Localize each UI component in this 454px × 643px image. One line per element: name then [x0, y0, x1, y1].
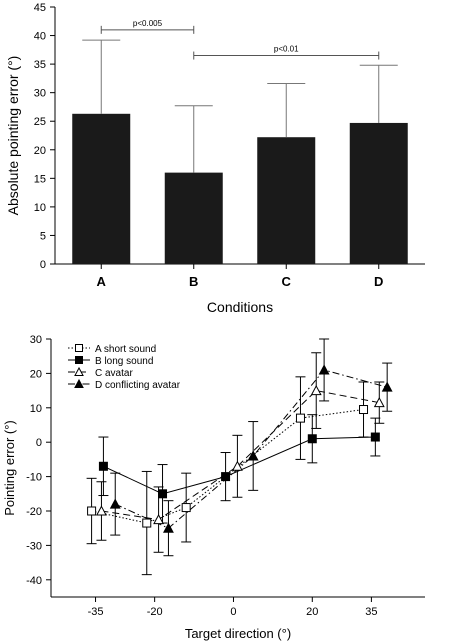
y-tick-label: 0	[36, 437, 42, 449]
data-point-marker	[96, 505, 107, 516]
y-tick-label: -10	[26, 472, 42, 484]
data-point-marker	[74, 366, 84, 376]
data-point-marker	[87, 506, 97, 516]
significance-label: p<0.005	[133, 19, 163, 28]
y-tick-label: -20	[26, 506, 42, 518]
data-point-marker	[231, 460, 243, 471]
legend-label: B long sound	[95, 356, 153, 367]
x-tick-label: 0	[230, 606, 236, 618]
series-line	[101, 390, 380, 521]
x-axis-title: Conditions	[207, 299, 273, 315]
data-point-marker	[98, 461, 108, 471]
x-tick-label: -35	[88, 606, 104, 618]
y-tick-label: -40	[26, 575, 42, 587]
data-point-marker	[370, 432, 380, 442]
data-point-marker	[75, 344, 83, 352]
x-tick-label: B	[189, 274, 198, 289]
y-tick-label: 5	[40, 230, 46, 242]
bar	[72, 113, 131, 264]
bar	[257, 137, 316, 264]
y-tick-label: 15	[34, 173, 46, 185]
bar-chart: 0 5 10 15 20 25 30 35 40 45 A B C Dp<0.005 p<0.01 Condi…	[5, 2, 425, 315]
data-point-marker	[381, 381, 393, 392]
data-point-marker	[75, 356, 83, 364]
data-point-marker	[221, 472, 231, 482]
y-tick-label: 20	[34, 145, 46, 157]
y-tick-label: 30	[30, 334, 42, 346]
data-point-marker	[163, 522, 174, 533]
series-line	[115, 369, 388, 529]
bar	[164, 172, 223, 264]
data-point-marker	[318, 364, 330, 375]
data-point-marker	[153, 513, 165, 525]
x-tick-label: 20	[306, 606, 318, 618]
legend-label: A short sound	[95, 344, 156, 355]
data-point-marker	[307, 434, 317, 444]
data-point-marker	[295, 413, 305, 423]
y-tick-label: 25	[34, 116, 46, 128]
legend-label: C avatar	[95, 368, 133, 379]
y-axis-title: Absolute pointing error (°)	[5, 56, 21, 216]
y-tick-label: 20	[30, 368, 42, 380]
y-tick-label: 45	[34, 2, 46, 14]
data-point-marker	[74, 378, 84, 388]
bar	[349, 122, 408, 265]
data-point-marker	[247, 450, 259, 461]
x-tick-label: -20	[147, 606, 163, 618]
series-line	[91, 409, 364, 524]
y-tick-label: 30	[34, 88, 46, 100]
significance-label: p<0.01	[274, 45, 299, 54]
data-point-marker	[310, 384, 322, 396]
x-tick-label: 35	[365, 606, 377, 618]
data-point-marker	[109, 498, 121, 509]
y-tick-label: 35	[34, 59, 46, 71]
line-chart: -40 -30 -20 -10 0 10 20 30 -35 -20 0 20 35 A short so…	[2, 334, 425, 641]
y-tick-label: 10	[30, 403, 42, 415]
x-tick-label: A	[97, 274, 107, 289]
data-point-marker	[158, 489, 168, 499]
x-tick-label: C	[282, 274, 292, 289]
data-point-marker	[181, 503, 191, 513]
x-axis-title: Target direction (°)	[185, 626, 291, 641]
data-point-marker	[373, 396, 385, 408]
legend-label: D conflicting avatar	[95, 380, 181, 391]
x-tick-label: D	[374, 274, 383, 289]
y-axis-title: Pointing error (°)	[2, 420, 17, 516]
data-point-marker	[142, 518, 152, 528]
y-tick-label: -30	[26, 540, 42, 552]
data-point-marker	[359, 405, 369, 415]
y-tick-label: 40	[34, 31, 46, 43]
y-tick-label: 0	[40, 259, 46, 271]
y-tick-label: 10	[34, 202, 46, 214]
